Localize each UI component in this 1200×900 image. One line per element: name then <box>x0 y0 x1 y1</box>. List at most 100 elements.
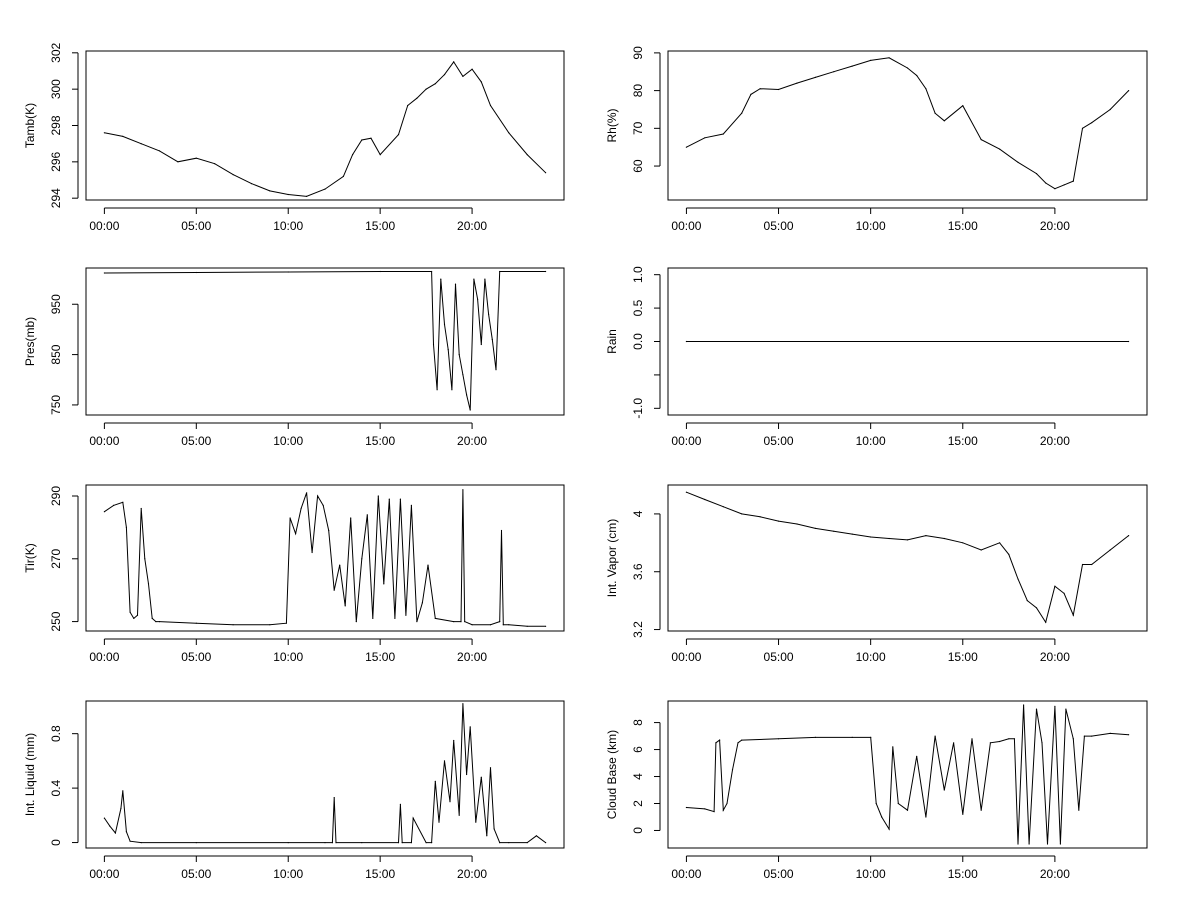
data-point <box>833 71 835 73</box>
data-point <box>925 816 927 818</box>
data-point <box>1045 182 1047 184</box>
data-point <box>451 389 453 391</box>
data-point <box>177 161 179 163</box>
x-tick-label: 10:00 <box>273 650 303 664</box>
data-point <box>1065 708 1067 710</box>
y-tick-label: 70 <box>631 121 645 135</box>
data-point <box>934 112 936 114</box>
data-point <box>971 738 973 740</box>
data-point <box>466 773 468 776</box>
data-point <box>328 529 330 532</box>
data-point <box>1128 734 1130 736</box>
data-point <box>122 501 124 503</box>
data-point <box>750 93 752 95</box>
data-point <box>464 621 466 623</box>
y-axis-title: Rain <box>605 329 619 354</box>
data-point <box>943 789 945 791</box>
y-tick-label: 0.0 <box>631 333 645 350</box>
data-point <box>410 842 412 844</box>
x-tick-label: 10:00 <box>856 434 886 448</box>
data-point <box>269 190 271 192</box>
x-tick-label: 20:00 <box>1040 867 1070 881</box>
y-tick-label: 3.2 <box>631 621 645 638</box>
data-point <box>759 516 761 518</box>
y-tick-label: 4 <box>631 773 645 780</box>
y-tick-label: 294 <box>49 188 63 208</box>
data-point <box>943 120 945 122</box>
data-point <box>833 530 835 532</box>
data-point <box>383 583 385 585</box>
x-tick-label: 20:00 <box>457 650 487 664</box>
data-point <box>1045 621 1047 623</box>
y-tick-label: 90 <box>631 46 645 60</box>
data-point <box>1054 585 1056 587</box>
x-tick-label: 05:00 <box>181 434 211 448</box>
data-point <box>892 746 894 748</box>
data-point <box>379 154 381 156</box>
data-point <box>489 624 492 626</box>
data-point <box>535 835 538 837</box>
data-point <box>1008 553 1010 556</box>
x-tick-label: 15:00 <box>365 434 395 448</box>
data-point <box>295 533 297 535</box>
data-point <box>1091 563 1093 566</box>
data-point <box>397 134 400 136</box>
data-point <box>925 88 927 90</box>
data-point <box>113 504 115 506</box>
data-point <box>545 842 547 844</box>
data-point <box>136 614 139 616</box>
data-point <box>484 278 486 280</box>
data-point <box>140 143 142 145</box>
y-tick-label: 2 <box>631 800 645 807</box>
data-point <box>875 802 877 805</box>
data-point <box>471 624 473 626</box>
series-line-rh <box>686 57 1129 190</box>
data-point <box>999 542 1001 544</box>
data-point <box>324 842 326 844</box>
x-tick-label: 20:00 <box>457 434 487 448</box>
data-point <box>372 617 374 620</box>
data-point <box>388 498 390 500</box>
data-point <box>416 621 418 623</box>
data-point <box>999 148 1001 150</box>
data-point <box>1023 704 1025 706</box>
y-tick-label: 8 <box>631 719 645 726</box>
data-point <box>953 742 955 744</box>
data-point <box>1072 738 1074 740</box>
y-axis-title: Tir(K) <box>23 543 37 573</box>
plot-frame <box>667 700 1148 849</box>
data-point <box>737 742 739 744</box>
x-tick-label: 00:00 <box>89 650 119 664</box>
data-point <box>1008 738 1010 740</box>
data-point <box>545 172 547 174</box>
data-point <box>1091 735 1093 737</box>
data-point <box>545 625 547 627</box>
data-point <box>870 736 872 739</box>
data-point <box>870 536 872 538</box>
plot-frame <box>85 267 565 416</box>
data-point <box>361 558 363 560</box>
data-point <box>133 617 135 620</box>
plot-frame <box>667 484 1148 632</box>
data-point <box>888 537 890 540</box>
panel-tir-k: 00:00 05:00 10:00 15:00 20:00 250 270 290 Tir(K) <box>23 484 565 664</box>
data-point <box>906 809 909 811</box>
data-point <box>1128 535 1130 537</box>
data-point <box>125 526 127 529</box>
data-point <box>122 790 124 792</box>
y-tick-label: 4 <box>631 510 645 517</box>
data-point <box>814 527 817 530</box>
y-tick-label: 290 <box>49 486 63 506</box>
panel-pres-mb: 00:00 05:00 10:00 15:00 20:00 750 850 950 Pres(m… <box>23 267 565 448</box>
data-point <box>453 621 455 623</box>
data-point <box>103 817 105 819</box>
y-tick-label: -1.0 <box>631 398 645 419</box>
data-point <box>339 564 341 566</box>
data-point <box>1046 843 1049 845</box>
data-point <box>140 842 142 844</box>
data-point <box>489 104 492 107</box>
data-point <box>480 343 482 346</box>
data-point <box>287 271 289 273</box>
data-point <box>103 132 105 134</box>
data-point <box>719 739 721 741</box>
